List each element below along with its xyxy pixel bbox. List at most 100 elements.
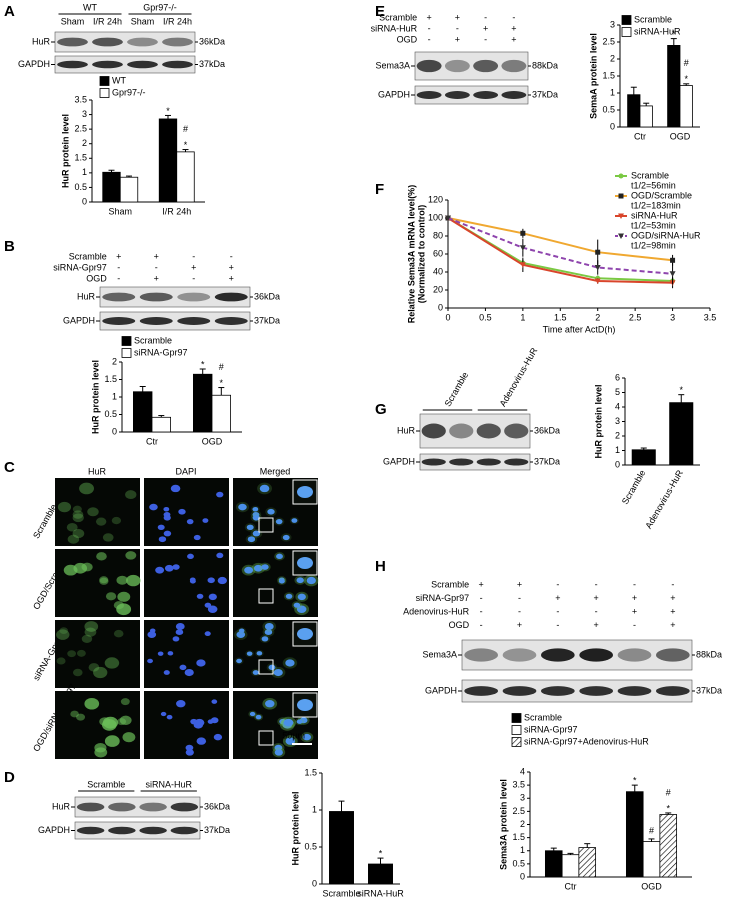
y-tick-label: 4 bbox=[520, 766, 525, 776]
y-tick-label: 1 bbox=[615, 445, 620, 455]
point bbox=[445, 215, 451, 221]
blot-band bbox=[177, 292, 211, 302]
panel-letter: G bbox=[375, 401, 387, 418]
sign: + bbox=[555, 593, 560, 603]
band-label: HuR bbox=[77, 291, 96, 301]
nucleus bbox=[267, 508, 275, 515]
legend-label: siRNA-HuR bbox=[631, 210, 678, 220]
cell bbox=[72, 513, 84, 523]
y-tick-label: 0 bbox=[615, 459, 620, 469]
y-tick-label: 1 bbox=[520, 845, 525, 855]
blot-band bbox=[464, 648, 499, 662]
y-tick-label: 1 bbox=[312, 804, 317, 814]
legend-label: WT bbox=[112, 75, 126, 85]
nucleus bbox=[246, 524, 254, 530]
panel-letter: H bbox=[375, 558, 386, 575]
sign: - bbox=[428, 34, 431, 44]
significance: * bbox=[201, 359, 205, 369]
lane-label: Sham bbox=[61, 16, 85, 26]
sign: - bbox=[480, 593, 483, 603]
blot-band bbox=[579, 686, 614, 696]
nucleus bbox=[285, 593, 293, 599]
micrograph bbox=[144, 478, 229, 546]
bar bbox=[151, 416, 172, 433]
group-label: WT bbox=[83, 2, 97, 12]
bar bbox=[669, 402, 694, 466]
condition-label: siRNA-HuR bbox=[371, 23, 418, 33]
group-label: Gpr97-/- bbox=[143, 2, 177, 12]
significance: * bbox=[679, 385, 683, 395]
band-label: GAPDH bbox=[378, 89, 410, 99]
nucleus bbox=[158, 536, 167, 543]
sign: - bbox=[117, 262, 120, 272]
nucleus bbox=[163, 670, 170, 675]
sign: - bbox=[428, 23, 431, 33]
sign: - bbox=[155, 262, 158, 272]
nucleus bbox=[217, 576, 227, 585]
y-tick-label: 0 bbox=[312, 878, 317, 888]
cell bbox=[63, 564, 78, 576]
y-tick-label: 3.5 bbox=[512, 780, 525, 790]
blot-band bbox=[92, 60, 123, 69]
nucleus bbox=[175, 623, 185, 630]
cell bbox=[76, 713, 86, 721]
blot-band bbox=[139, 826, 167, 835]
blot-band bbox=[540, 648, 575, 662]
y-axis-label: (Normalized to control) bbox=[416, 205, 426, 304]
sign: + bbox=[426, 12, 431, 22]
nucleus bbox=[247, 536, 256, 543]
legend-swatch bbox=[621, 15, 632, 25]
y-axis-label: HuR protein level bbox=[60, 114, 70, 188]
cell bbox=[84, 697, 100, 710]
blot-band bbox=[502, 648, 537, 662]
blot-band bbox=[421, 423, 446, 439]
legend-swatch bbox=[99, 76, 110, 86]
nucleus bbox=[204, 631, 211, 637]
sign: + bbox=[191, 262, 196, 272]
bar bbox=[679, 85, 693, 128]
point bbox=[594, 278, 601, 284]
bar bbox=[561, 854, 580, 878]
column-label: Merged bbox=[260, 466, 291, 476]
micrograph bbox=[55, 478, 140, 546]
nucleus bbox=[249, 711, 256, 717]
point bbox=[669, 271, 676, 277]
y-tick-label: 3 bbox=[615, 416, 620, 426]
sign: - bbox=[230, 251, 233, 261]
nucleus bbox=[193, 534, 201, 541]
significance: # bbox=[684, 58, 689, 68]
sign: - bbox=[595, 579, 598, 589]
sign: - bbox=[556, 579, 559, 589]
nucleus bbox=[253, 564, 263, 572]
y-tick-label: 2.5 bbox=[512, 806, 525, 816]
y-tick-label: 1 bbox=[82, 167, 87, 177]
sign: + bbox=[594, 620, 599, 630]
cell bbox=[84, 627, 97, 637]
blot-band bbox=[444, 59, 470, 73]
nucleus bbox=[196, 659, 206, 667]
blot-band bbox=[170, 826, 199, 835]
band-size: 37kDa bbox=[532, 89, 558, 99]
band-label: GAPDH bbox=[38, 825, 70, 835]
legend-half-life: t1/2=56min bbox=[631, 180, 676, 190]
condition-label: Scramble bbox=[431, 579, 469, 589]
legend-label: Scramble bbox=[631, 170, 669, 180]
cell bbox=[56, 629, 70, 640]
blot-band bbox=[92, 37, 123, 47]
sign: + bbox=[517, 579, 522, 589]
condition-label: Scramble bbox=[379, 12, 417, 22]
nucleus bbox=[276, 553, 283, 560]
y-tick-label: 1.5 bbox=[304, 767, 317, 777]
blot-band bbox=[162, 37, 193, 47]
cell bbox=[104, 735, 120, 747]
x-tick-label: I/R 24h bbox=[162, 206, 191, 216]
nucleus bbox=[155, 566, 165, 574]
x-tick-label: siRNA-HuR bbox=[357, 888, 404, 898]
bar bbox=[329, 811, 354, 885]
significance: # bbox=[183, 124, 188, 134]
nucleus bbox=[274, 749, 283, 756]
bar bbox=[176, 151, 195, 203]
y-axis-label: SemaA protein level bbox=[588, 33, 598, 119]
blot-band bbox=[139, 317, 173, 325]
sign: - bbox=[556, 620, 559, 630]
